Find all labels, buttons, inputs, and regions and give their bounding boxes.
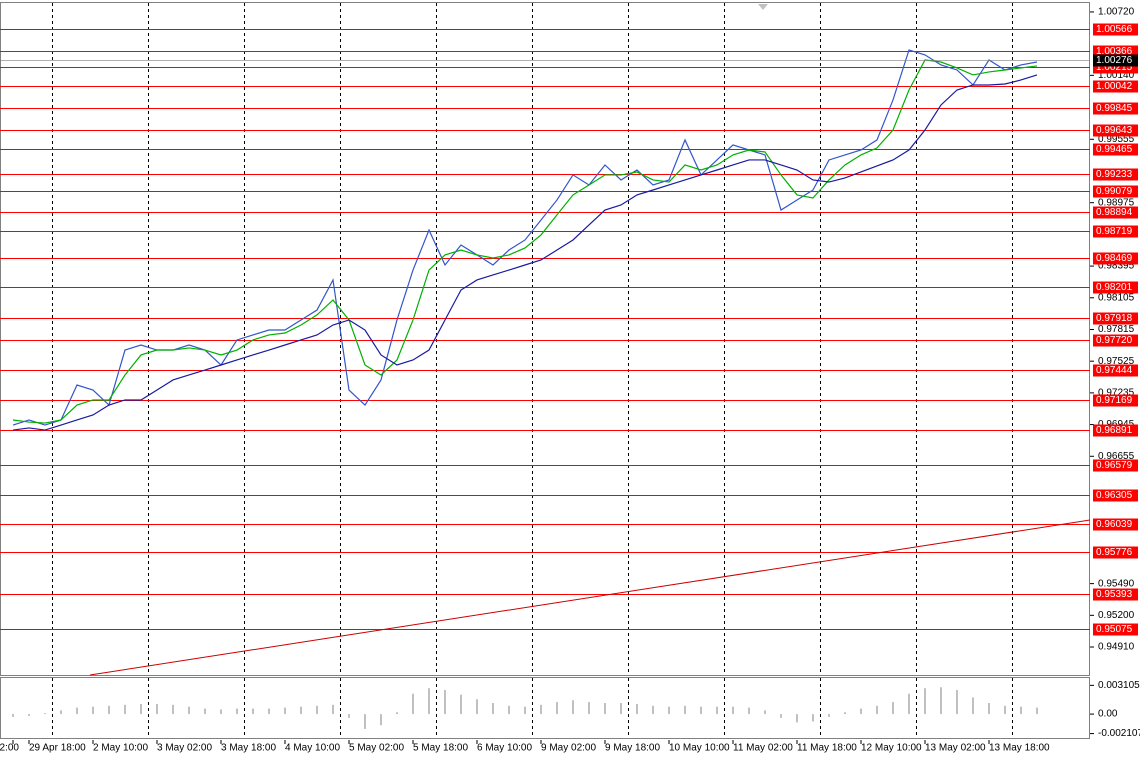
level-label: 0.99465 [1096,144,1133,155]
level-label-box [1093,102,1138,115]
y-tick-label: -0.002107 [1098,728,1140,739]
level-label: 0.98469 [1096,253,1133,264]
level-label-box [1093,185,1138,198]
current-price-box [1093,54,1138,67]
level-label: 0.99079 [1096,186,1133,197]
x-tick-label: 13 May 02:00 [925,743,986,754]
level-label-box [1093,364,1138,377]
level-label: 0.99643 [1096,125,1133,136]
main-panel-frame [0,2,1090,676]
y-tick-label: 0.00 [1098,709,1118,720]
level-label-box [1093,312,1138,325]
x-tick-label: 11 May 18:00 [797,743,857,754]
current-price-label: 1.00276 [1096,55,1133,66]
shift-marker [758,4,768,10]
level-label-box [1093,225,1138,238]
x-tick-label: 29 Apr 18:00 [29,743,86,754]
moving-average-line [12,74,1038,431]
y-tick-label: 0.94910 [1098,642,1135,653]
level-label: 1.00366 [1096,46,1133,57]
y-tick-label: 0.95200 [1098,610,1135,621]
level-label: 0.98201 [1096,282,1133,293]
y-tick-label: 0.98975 [1098,197,1135,208]
y-tick-label: 1.00720 [1098,7,1135,18]
y-tick-label: 0.99555 [1098,134,1135,145]
y-tick-label: 0.97525 [1098,356,1135,367]
level-label: 0.98894 [1096,207,1133,218]
level-label-box [1093,489,1138,502]
level-label: 0.96305 [1096,490,1133,501]
x-tick-label: 5 May 02:00 [349,743,404,754]
x-tick-label: 6 May 10:00 [477,743,532,754]
x-tick-label: 2 May 10:00 [93,743,148,754]
level-label: 0.96579 [1096,460,1133,471]
level-label-box [1093,546,1138,559]
level-label: 0.95776 [1096,547,1133,558]
x-tick-label: 5 May 18:00 [413,743,468,754]
y-tick-label: 0.003105 [1098,680,1140,691]
level-label: 0.99845 [1096,103,1133,114]
x-tick-label: 11 May 02:00 [733,743,793,754]
moving-average-line [12,59,1038,424]
level-label-box [1093,623,1138,636]
level-label: 1.00566 [1096,24,1133,35]
level-label: 0.95393 [1096,589,1133,600]
level-label-box [1093,124,1138,137]
level-label: 1.00215 [1096,62,1133,73]
x-tick-label: 13 May 18:00 [989,743,1050,754]
level-label-box [1093,23,1138,36]
level-label-box [1093,143,1138,156]
x-tick-label: 3 May 02:00 [157,743,212,754]
x-tick-label: 10 May 10:00 [669,743,730,754]
y-tick-label: 0.96655 [1098,451,1135,462]
level-label-box [1093,459,1138,472]
y-tick-label: 0.98105 [1098,292,1135,303]
level-label: 0.99233 [1096,169,1133,180]
price-line [12,49,1038,426]
level-label: 0.96891 [1096,425,1133,436]
level-label-box [1093,168,1138,181]
y-tick-label: 0.97235 [1098,388,1135,399]
x-tick-label: 9 May 02:00 [541,743,596,754]
level-label: 0.98719 [1096,226,1133,237]
level-label-box [1093,394,1138,407]
y-tick-label: 0.95490 [1098,578,1135,589]
level-label: 0.97169 [1096,395,1133,406]
x-tick-label: 2:00 [0,743,19,754]
level-label: 0.97720 [1096,335,1133,346]
x-tick-label: 12 May 10:00 [861,743,922,754]
oscillator-panel-frame [0,677,1090,739]
x-tick-label: 9 May 18:00 [605,743,660,754]
y-tick-label: 1.00140 [1098,70,1135,81]
level-label-box [1093,206,1138,219]
y-tick-label: 0.98395 [1098,261,1135,272]
level-label: 0.95075 [1096,624,1133,635]
level-label-box [1093,518,1138,531]
level-label: 0.97444 [1096,365,1133,376]
y-tick-label: 0.97815 [1098,324,1135,335]
trendline [89,519,1091,676]
level-label-box [1093,334,1138,347]
level-label-box [1093,424,1138,437]
level-label-box [1093,252,1138,265]
level-label: 0.97918 [1096,313,1133,324]
level-label-box [1093,588,1138,601]
level-label-box [1093,80,1138,93]
level-label-box [1093,281,1138,294]
x-tick-label: 4 May 10:00 [285,743,340,754]
level-label: 0.96039 [1096,519,1133,530]
x-tick-label: 3 May 18:00 [221,743,276,754]
level-label: 1.00042 [1096,81,1133,92]
